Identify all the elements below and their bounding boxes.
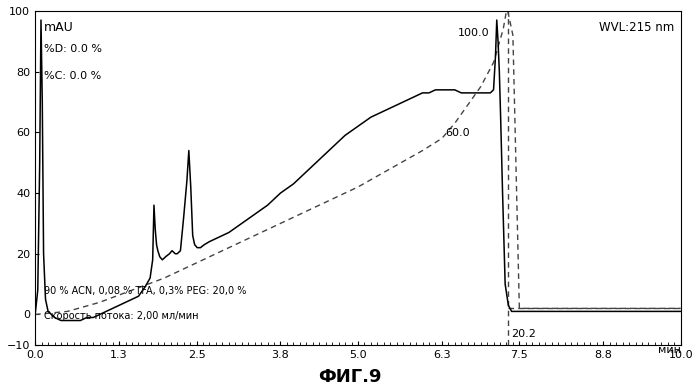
Text: mAU: mAU — [43, 21, 74, 34]
Text: 90 % ACN, 0,08 % TFA, 0,3% PEG: 20,0 %: 90 % ACN, 0,08 % TFA, 0,3% PEG: 20,0 % — [43, 286, 246, 296]
Text: %D: 0.0 %: %D: 0.0 % — [43, 44, 102, 54]
Text: мин: мин — [658, 345, 680, 355]
Text: WVL:215 nm: WVL:215 nm — [599, 21, 674, 34]
Text: %C: 0.0 %: %C: 0.0 % — [43, 71, 101, 81]
Text: 100.0: 100.0 — [458, 28, 489, 38]
Text: 20.2: 20.2 — [511, 329, 536, 339]
Text: ФИГ.9: ФИГ.9 — [318, 368, 382, 386]
Text: 60.0: 60.0 — [445, 128, 470, 138]
Text: Скорость потока: 2,00 мл/мин: Скорость потока: 2,00 мл/мин — [43, 311, 198, 321]
